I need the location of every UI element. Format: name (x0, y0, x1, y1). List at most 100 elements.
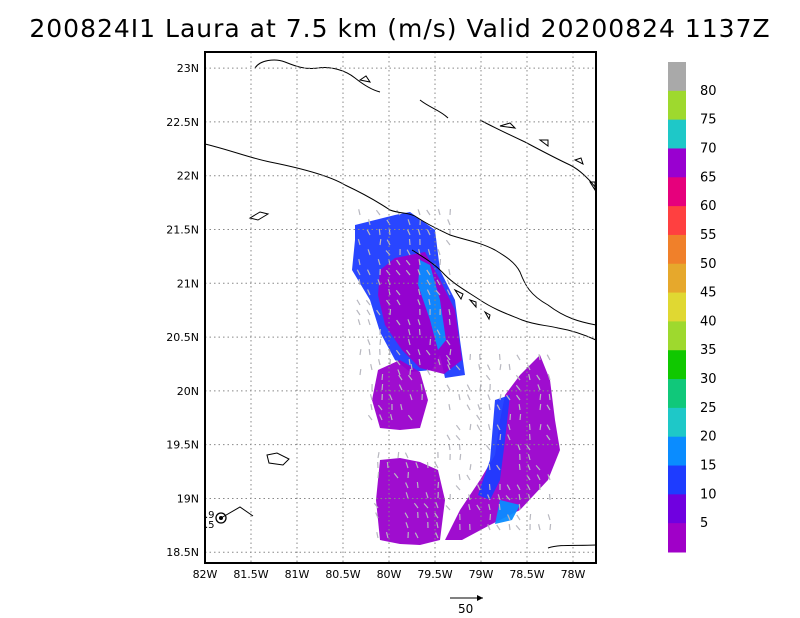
wind-arrow (448, 268, 451, 276)
colorbar-segment (668, 206, 686, 236)
lat-tick-label: 19.5N (166, 439, 199, 452)
wind-arrow (417, 209, 421, 216)
field-blob (418, 260, 446, 350)
wind-arrow (446, 434, 451, 441)
wind-arrow (407, 374, 413, 381)
wind-arrow (506, 484, 511, 491)
wind-arrow (455, 435, 461, 441)
wind-arrow (395, 289, 401, 296)
colorbar-label: 60 (700, 199, 717, 214)
wind-arrow (408, 238, 411, 246)
wind-arrow (459, 453, 462, 461)
wind-arrow (458, 474, 461, 481)
wind-arrow (370, 363, 373, 371)
colorbar-segment (668, 62, 686, 92)
wind-arrow (518, 404, 521, 411)
wind-arrow (405, 462, 409, 469)
wind-arrow (359, 349, 362, 356)
wind-arrow (418, 249, 421, 256)
wind-arrow (376, 309, 381, 316)
wind-arrow (400, 403, 403, 411)
colorbar-segment (668, 321, 686, 351)
wind-arrow (396, 359, 401, 366)
wind-arrow (358, 279, 361, 286)
wind-arrow (408, 329, 411, 336)
wind-arrow (435, 290, 441, 296)
wind-arrow (446, 339, 451, 346)
lon-tick-label: 80.5W (325, 568, 360, 581)
wind-arrow (546, 404, 551, 411)
wind-arrow (413, 502, 419, 509)
lon-tick-label: 79.5W (417, 568, 452, 581)
wind-arrow (406, 249, 411, 256)
wind-arrow (415, 462, 419, 469)
wind-arrow (379, 414, 383, 421)
wind-arrow (407, 414, 413, 421)
colorbar-segment (668, 292, 686, 322)
wind-arrow (528, 423, 531, 431)
wind-arrow (410, 364, 413, 371)
lon-tick-label: 78W (561, 568, 586, 581)
wind-arrow (518, 494, 521, 501)
wind-arrow (527, 464, 531, 471)
wind-arrow (507, 424, 511, 431)
reference-vector: 50 (450, 595, 483, 616)
wind-arrow (516, 484, 521, 491)
wind-arrow (366, 309, 371, 316)
wind-arrow (547, 474, 551, 481)
wind-arrow (496, 524, 501, 531)
wind-arrow (367, 414, 373, 421)
wind-arrow (527, 494, 531, 501)
wind-arrow (496, 424, 501, 431)
wind-arrow (437, 481, 440, 489)
wind-arrow (489, 513, 492, 521)
wind-arrow (409, 394, 413, 401)
wind-arrow (476, 484, 481, 491)
colorbar-segment (668, 177, 686, 207)
wind-arrow (446, 359, 451, 366)
wind-arrow (414, 532, 419, 539)
lat-tick-label: 22N (177, 170, 199, 183)
wind-arrow (516, 354, 521, 361)
wind-arrow (488, 464, 491, 471)
wind-arrow (426, 461, 429, 469)
wind-arrow (497, 494, 501, 501)
wind-arrow (516, 394, 521, 401)
jamaica-coast (266, 452, 290, 466)
wind-arrow (428, 298, 431, 306)
wind-arrow (386, 461, 389, 469)
wind-arrow (385, 532, 389, 539)
wind-arrow (406, 229, 411, 236)
colorbar-label: 40 (700, 314, 717, 329)
colorbar-label: 35 (700, 343, 717, 358)
wind-arrow (446, 289, 451, 296)
lon-tick-label: 79W (469, 568, 494, 581)
wind-arrow (515, 525, 521, 531)
field-blob (478, 395, 510, 500)
wind-arrow (437, 359, 441, 366)
coastlines (204, 59, 597, 549)
wind-arrow (436, 521, 439, 529)
wind-arrow (466, 394, 471, 401)
lat-tick-label: 19N (177, 492, 199, 505)
wind-arrow (418, 359, 421, 366)
wind-arrow (408, 359, 411, 366)
longitude-labels: 82W 81.5W 81W 80.5W 80W 79.5W 79W 78.5W 78W (193, 568, 586, 581)
wind-arrow (407, 319, 411, 326)
wind-arrow (526, 484, 531, 491)
wind-arrow (375, 209, 381, 216)
colorbar-label: 65 (700, 170, 717, 185)
wind-arrow (445, 354, 451, 361)
wind-arrow (405, 522, 409, 529)
wind-arrow (487, 494, 491, 501)
storm-center-marker: .9 .5 (205, 506, 254, 531)
cuba-north-coast (204, 143, 597, 326)
wind-arrow (368, 349, 371, 356)
wind-arrow (404, 452, 409, 459)
wind-arrow (549, 523, 552, 531)
map-frame (204, 51, 597, 564)
wind-arrow (499, 394, 502, 401)
wind-arrow (518, 463, 521, 471)
wind-arrow (528, 373, 531, 381)
wind-arrow (390, 414, 393, 421)
